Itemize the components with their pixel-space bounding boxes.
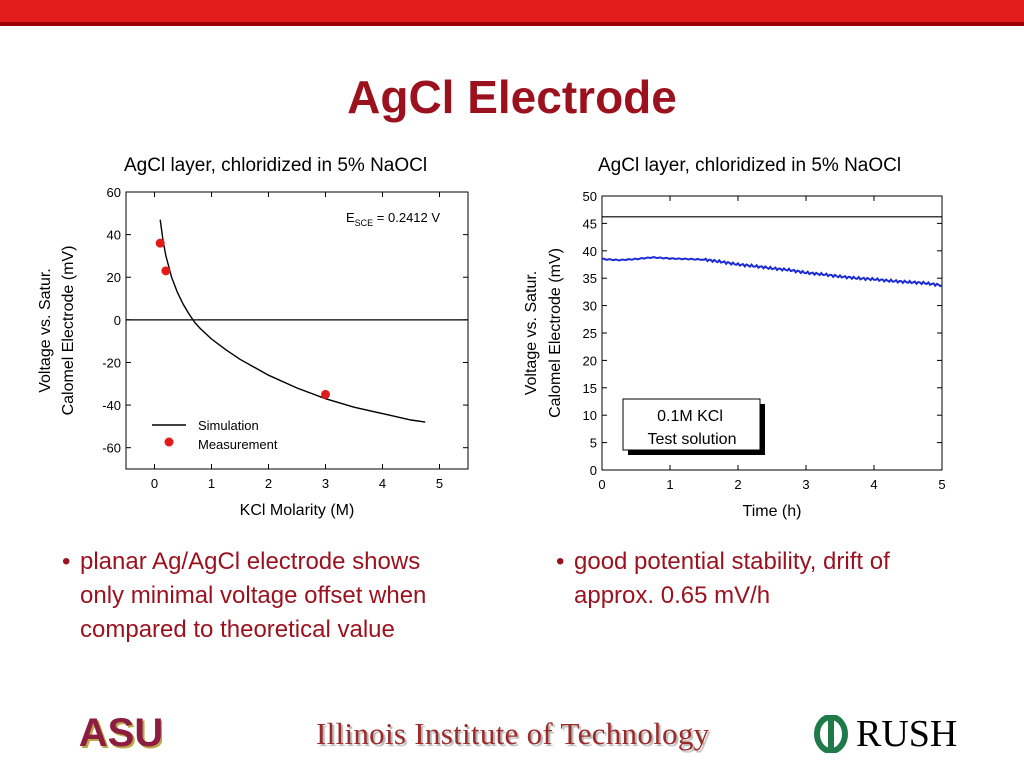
right-chart-y-axis-label-2: Calomel Electrode (mV) — [547, 248, 564, 418]
right-chart-x-tick-label: 1 — [666, 477, 673, 492]
left-chart-y-axis-label-2: Calomel Electrode (mV) — [60, 246, 77, 416]
right-chart-x-tick-label: 5 — [938, 477, 945, 492]
right-chart-y-tick-label: 10 — [583, 408, 597, 423]
left-chart-x-tick-label: 5 — [436, 476, 443, 491]
right-chart-y-tick-label: 5 — [590, 436, 597, 451]
left-bullet-line-2: only minimal voltage offset when — [80, 582, 427, 609]
bullet-mark: • — [556, 548, 565, 575]
right-chart-y-tick-label: 15 — [583, 381, 597, 396]
measurement-point — [161, 266, 171, 276]
left-chart-plot-frame — [125, 191, 469, 470]
right-chart-title: AgCl layer, chloridized in 5% NaOCl — [598, 155, 902, 176]
svg-text:ASU: ASU — [80, 711, 162, 752]
left-chart-y-tick-label: -60 — [102, 441, 121, 456]
right-chart-y-tick-label: 20 — [583, 353, 597, 368]
right-chart-x-tick-label: 3 — [802, 477, 809, 492]
right-chart-x-tick-label: 0 — [598, 477, 605, 492]
right-bullet: • good potential stability, drift of appr… — [556, 545, 890, 613]
voltage-drift-line — [601, 256, 943, 288]
esce-annotation: ESCE = 0.2412 V — [346, 210, 440, 228]
right-chart-y-tick-label: 30 — [583, 299, 597, 314]
right-chart-y-tick-label: 45 — [583, 216, 597, 231]
left-chart-y-tick-label: -40 — [102, 398, 121, 413]
top-dark-red-line — [0, 22, 1024, 26]
right-chart-y-tick-label: 25 — [583, 326, 597, 341]
left-chart-x-tick-label: 3 — [322, 476, 329, 491]
svg-text:ASU: ASU — [81, 713, 162, 752]
right-chart-y-axis-label-1: Voltage vs. Satur. — [523, 271, 540, 396]
right-chart-x-tick-label: 4 — [870, 477, 877, 492]
rush-logo: RUSH — [814, 712, 957, 756]
right-chart-y-tick-label: 40 — [583, 244, 597, 259]
right-chart-x-axis-label: Time (h) — [743, 503, 802, 520]
left-chart-x-tick-label: 0 — [151, 476, 158, 491]
simulation-line — [159, 219, 426, 423]
bullet-mark: • — [62, 548, 71, 575]
footer: ASU ASU Illinois Institute of Technology… — [0, 700, 1024, 768]
left-bullet-text-1: planar Ag/AgCl electrode shows — [80, 548, 421, 575]
right-bullet-text-1: good potential stability, drift of — [574, 548, 890, 575]
legend-simulation-label: Simulation — [198, 418, 259, 433]
left-chart-y-axis-label-1: Voltage vs. Satur. — [37, 268, 54, 393]
top-red-bar — [0, 0, 1024, 22]
rush-wordmark: RUSH — [856, 713, 958, 755]
right-chart-y-tick-label: 50 — [583, 189, 597, 204]
asu-logo: ASU ASU — [79, 710, 165, 757]
left-bullet-line-3: compared to theoretical value — [80, 616, 395, 643]
legend-measurement-marker — [164, 437, 174, 447]
test-solution-box — [622, 398, 761, 451]
legend-measurement-label: Measurement — [198, 437, 278, 452]
box-text-2: Test solution — [648, 431, 737, 448]
left-chart-y-tick-label: 40 — [107, 228, 121, 243]
left-chart-y-tick-label: 0 — [114, 313, 121, 328]
iit-wordmark: Illinois Institute of Technology — [316, 716, 710, 751]
asu-logo-graphic: ASU ASU — [79, 710, 165, 757]
right-chart-y-tick-label: 35 — [583, 271, 597, 286]
right-bullet-line-2: approx. 0.65 mV/h — [574, 582, 771, 609]
left-chart-y-tick-label: 60 — [107, 185, 121, 200]
right-chart-y-tick-label: 0 — [590, 463, 597, 478]
left-chart-x-axis-label: KCl Molarity (M) — [240, 502, 355, 519]
right-bullet-line-1: • good potential stability, drift of — [556, 545, 890, 579]
left-chart-y-tick-label: 20 — [107, 270, 121, 285]
left-chart-x-tick-label: 1 — [208, 476, 215, 491]
right-chart-x-tick-label: 2 — [734, 477, 741, 492]
slide-title: AgCl Electrode — [347, 71, 677, 123]
left-chart-y-tick-label: -20 — [102, 355, 121, 370]
measurement-point — [155, 238, 165, 248]
left-bullet-line-1: • planar Ag/AgCl electrode shows — [62, 545, 426, 579]
measurement-point — [321, 389, 330, 399]
left-chart-x-tick-label: 2 — [265, 476, 272, 491]
box-text-1: 0.1M KCl — [657, 408, 723, 425]
rush-emblem-icon — [814, 715, 848, 753]
left-chart-title: AgCl layer, chloridized in 5% NaOCl — [124, 155, 428, 176]
left-bullet: • planar Ag/AgCl electrode shows only min… — [62, 545, 426, 647]
left-chart-x-tick-label: 4 — [379, 476, 386, 491]
